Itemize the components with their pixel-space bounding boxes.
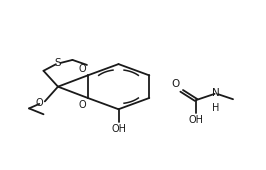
Text: O: O: [79, 64, 86, 74]
Text: S: S: [55, 58, 61, 68]
Text: O: O: [171, 79, 180, 89]
Text: H: H: [212, 103, 220, 113]
Text: O: O: [79, 100, 86, 110]
Text: O: O: [35, 98, 43, 108]
Text: OH: OH: [189, 115, 204, 125]
Text: OH: OH: [111, 124, 126, 134]
Text: N: N: [212, 88, 220, 98]
